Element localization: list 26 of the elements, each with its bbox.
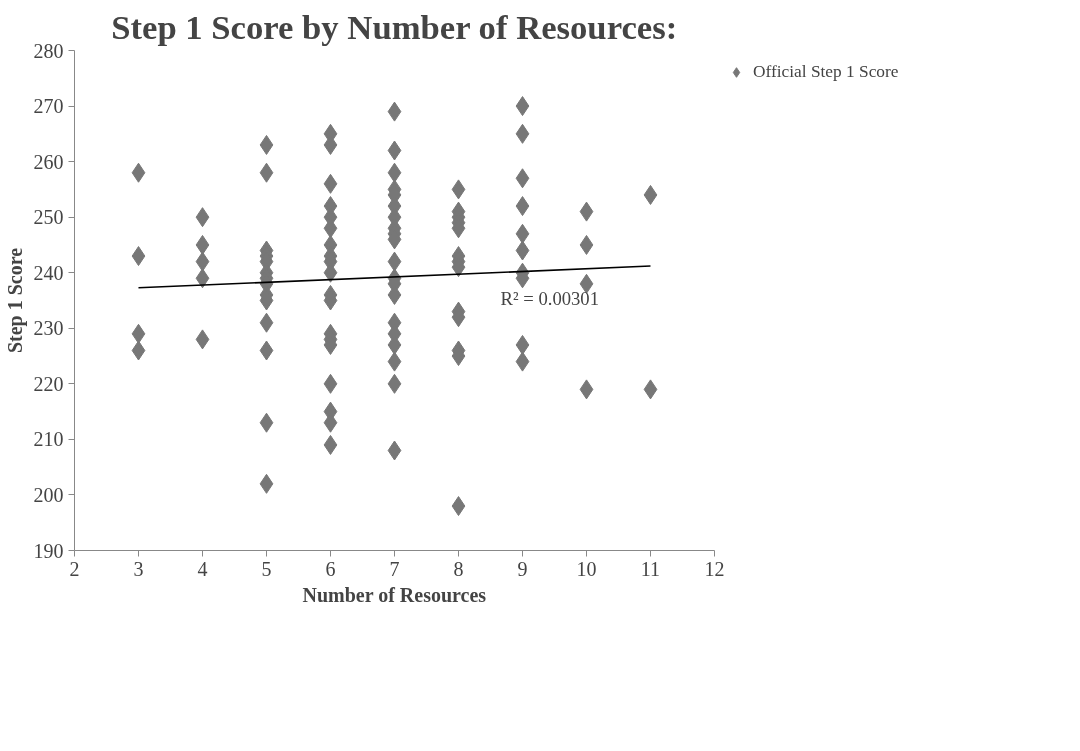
- x-tick-label: 7: [389, 557, 400, 580]
- x-tick-label: 9: [517, 557, 528, 580]
- y-tick-label: 190: [33, 539, 64, 562]
- y-tick-label: 260: [33, 150, 64, 173]
- y-tick-label: 250: [33, 206, 64, 229]
- y-tick-label: 200: [33, 483, 64, 506]
- y-tick-label: 210: [33, 428, 64, 451]
- y-tick-label: 270: [33, 95, 64, 118]
- chart-title: Step 1 Score by Number of Resources:: [111, 7, 678, 46]
- y-tick-label: 230: [33, 317, 64, 340]
- y-tick-label: 240: [33, 261, 64, 284]
- annotation: R² = 0.00301: [500, 287, 600, 309]
- y-axis-title: Step 1 Score: [3, 247, 27, 354]
- x-tick-label: 10: [576, 557, 597, 580]
- x-tick-label: 12: [704, 557, 725, 580]
- x-tick-label: 8: [453, 557, 464, 580]
- y-tick-label: 280: [33, 39, 64, 62]
- x-tick-label: 11: [640, 557, 661, 580]
- y-tick-label: 220: [33, 372, 64, 395]
- x-tick-label: 3: [133, 557, 144, 580]
- x-tick-label: 6: [325, 557, 336, 580]
- x-tick-label: 2: [69, 557, 80, 580]
- x-tick-label: 4: [197, 557, 208, 580]
- x-tick-label: 5: [261, 557, 272, 580]
- legend-label: Official Step 1 Score: [753, 62, 899, 82]
- x-axis-title: Number of Resources: [302, 583, 487, 606]
